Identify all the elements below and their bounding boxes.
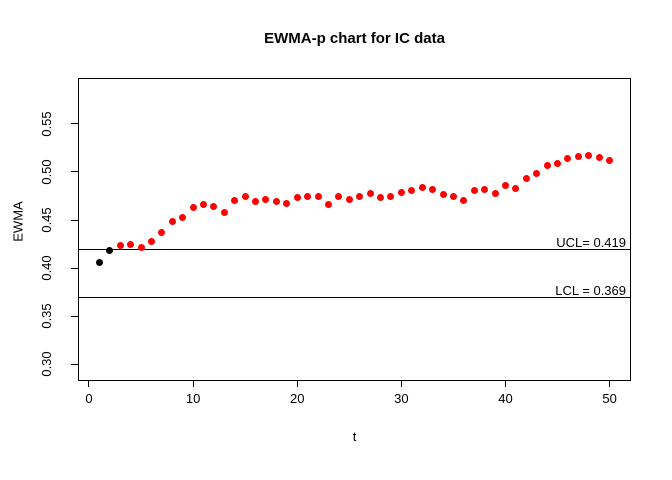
data-point (335, 192, 343, 200)
data-point (210, 203, 218, 211)
data-point (324, 201, 332, 209)
data-point (460, 197, 468, 205)
data-point (377, 194, 385, 202)
data-point (127, 240, 135, 248)
data-point (585, 152, 593, 160)
data-point (595, 154, 603, 162)
y-axis-tick (71, 315, 78, 317)
data-point (606, 156, 614, 164)
data-point (387, 193, 395, 201)
lcl-line (79, 297, 630, 299)
y-axis-tick (71, 363, 78, 365)
data-point (397, 188, 405, 196)
data-point (356, 192, 364, 200)
data-point (408, 186, 416, 194)
data-point (554, 159, 562, 167)
data-point (564, 155, 572, 163)
data-point (470, 186, 478, 194)
data-point (304, 193, 312, 201)
x-axis-tick-label: 50 (602, 391, 617, 406)
y-axis-tick-label: 0.45 (39, 207, 54, 233)
data-point (429, 185, 437, 193)
data-point (272, 198, 280, 206)
data-point (366, 189, 374, 197)
data-point (491, 189, 499, 197)
y-axis-tick-label: 0.50 (39, 159, 54, 185)
y-axis-tick-label: 0.35 (39, 303, 54, 329)
chart-title: EWMA-p chart for IC data (264, 30, 445, 47)
data-point (533, 170, 541, 178)
data-point (220, 208, 228, 216)
data-point (252, 198, 260, 206)
y-axis-tick-label: 0.55 (39, 111, 54, 137)
data-point (231, 197, 239, 205)
x-axis-tick (88, 380, 90, 387)
data-point (439, 190, 447, 198)
y-axis-tick (71, 123, 78, 125)
x-axis-tick (400, 380, 402, 387)
data-point (95, 258, 103, 266)
y-axis-tick (71, 171, 78, 173)
ucl-label: UCL= 0.419 (556, 234, 626, 250)
data-point (179, 213, 187, 221)
data-point (481, 185, 489, 193)
ucl-line (79, 249, 630, 251)
y-axis-tick (71, 267, 78, 269)
data-point (200, 201, 208, 209)
data-point (543, 161, 551, 169)
data-point (418, 183, 426, 191)
data-point (501, 181, 509, 189)
data-point (314, 193, 322, 201)
x-axis-tick-label: 0 (85, 391, 93, 406)
data-point (147, 237, 155, 245)
data-point (116, 242, 124, 250)
data-point (512, 184, 520, 192)
data-point (106, 247, 114, 255)
y-axis-tick-label: 0.30 (39, 351, 54, 377)
data-point (241, 193, 249, 201)
x-axis-label: t (352, 429, 357, 444)
data-point (522, 175, 530, 183)
lcl-label: LCL = 0.369 (555, 282, 626, 298)
data-point (168, 218, 176, 226)
data-point (345, 196, 353, 204)
x-axis-tick (609, 380, 611, 387)
x-axis-tick (296, 380, 298, 387)
x-axis-tick-label: 40 (498, 391, 513, 406)
data-point (293, 194, 301, 202)
x-axis-tick (504, 380, 506, 387)
x-axis-tick (192, 380, 194, 387)
x-axis-tick-label: 20 (289, 391, 305, 406)
data-point (262, 196, 270, 204)
x-axis-tick-label: 30 (394, 391, 409, 406)
data-point (137, 244, 145, 252)
y-axis-label: EWMA (10, 201, 26, 242)
y-axis-tick (71, 219, 78, 221)
data-point (283, 200, 291, 208)
data-point (158, 229, 166, 237)
plot-area: 0 10 20 30 40 50 0.30 0.35 0.40 0.45 0.50 0.55 UCL= … (39, 78, 631, 406)
data-point (449, 192, 457, 200)
x-axis-tick-label: 10 (185, 391, 201, 406)
y-axis-tick-label: 0.40 (39, 255, 54, 281)
data-point (189, 204, 197, 212)
data-point (574, 153, 582, 161)
